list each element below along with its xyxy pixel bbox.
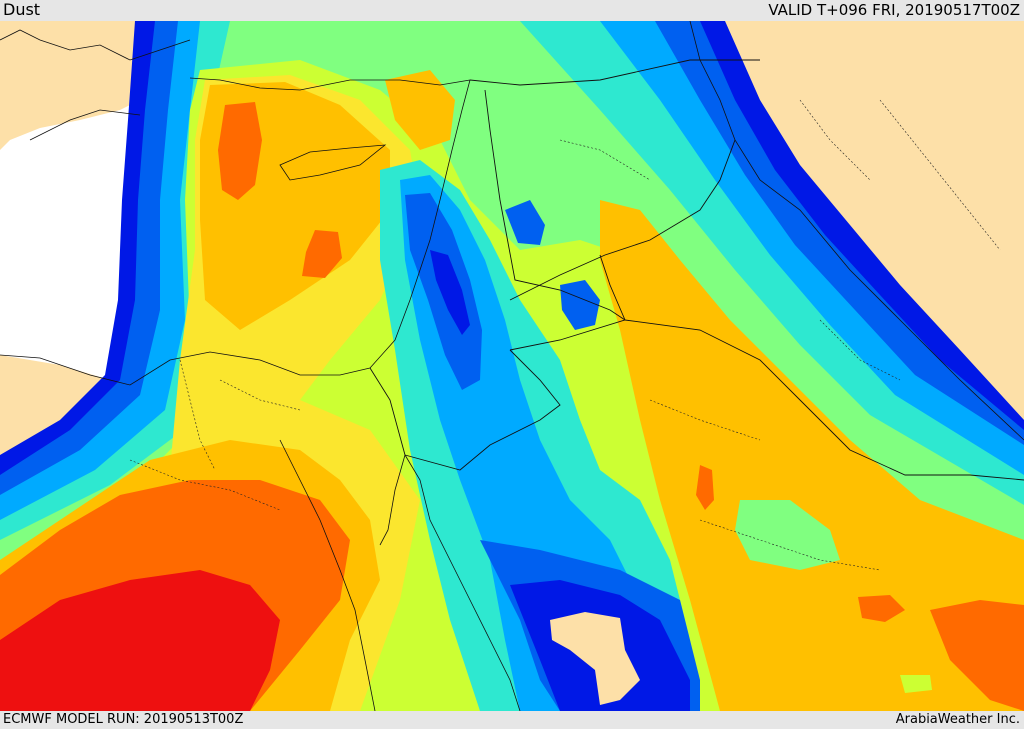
coastlines — [0, 21, 1024, 711]
arabia-green-cell — [735, 500, 840, 570]
iraq-blue-cell — [505, 200, 545, 245]
dust-max-orange-middle — [302, 230, 342, 278]
dust-max-orange-se — [930, 600, 1024, 711]
valid-time-label: VALID T+096 FRI, 20190517T00Z — [768, 1, 1020, 19]
dust-max-red — [0, 570, 280, 711]
arabia-yellowgreen-cell — [900, 675, 932, 693]
header-bar — [0, 0, 1024, 21]
syria-green-cell — [470, 100, 590, 175]
plume-band-orange-right — [600, 200, 1024, 711]
dust-max-orange-spot — [858, 595, 905, 622]
levant-corridor-darkblue — [430, 250, 470, 335]
low-dust-land-patch — [550, 612, 640, 705]
arabia-blue-cell — [560, 280, 600, 330]
map-title: Dust — [3, 0, 41, 19]
country-borders — [369, 59, 1024, 481]
dust-max-orange-north — [218, 102, 262, 200]
dust-max-orange-east — [696, 465, 714, 510]
brand-label: ArabiaWeather Inc. — [895, 712, 1020, 727]
province-borders — [129, 99, 1001, 571]
plume-band-orange-north — [385, 70, 455, 150]
footer-bar — [0, 711, 1024, 729]
dust-forecast-map[interactable] — [0, 21, 1024, 711]
model-run-label: ECMWF MODEL RUN: 20190513T00Z — [3, 712, 244, 727]
